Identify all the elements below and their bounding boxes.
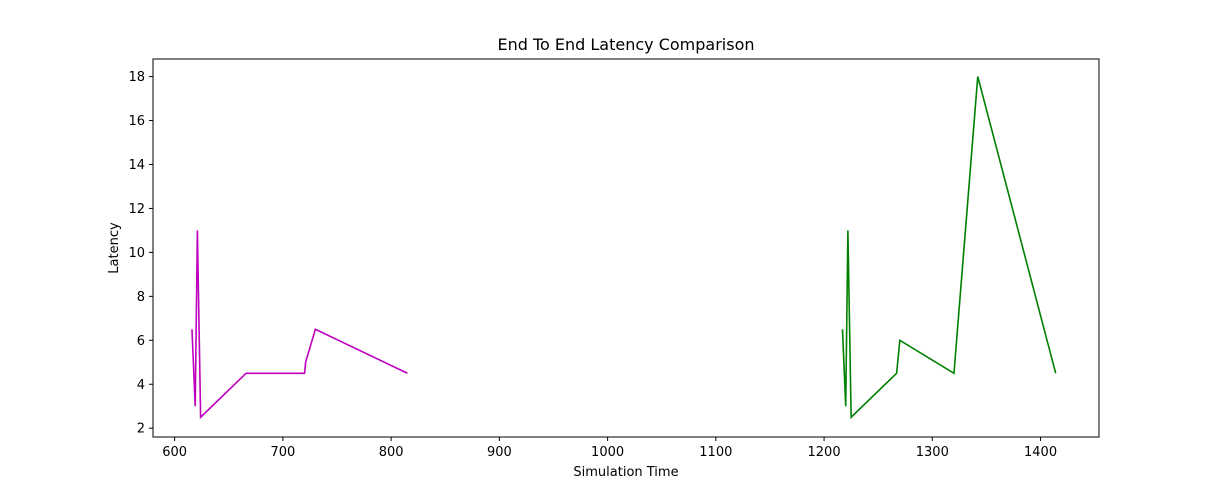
x-tick-label: 800 <box>379 445 404 460</box>
x-tick-label: 1300 <box>916 445 949 460</box>
x-tick-label: 1100 <box>699 445 732 460</box>
chart-title: End To End Latency Comparison <box>497 35 754 54</box>
y-tick-label: 16 <box>128 114 145 129</box>
series-line-1 <box>191 230 408 420</box>
y-tick-label: 8 <box>137 290 145 305</box>
x-tick-label: 1200 <box>808 445 841 460</box>
x-tick-label: 900 <box>487 445 512 460</box>
x-axis-title: Simulation Time <box>573 465 678 480</box>
y-tick-label: 6 <box>137 334 145 349</box>
plot-area: 600 700 800 900 1000 1100 1200 1300 1400 2 4 6 8 10 12… <box>128 58 1100 460</box>
x-tick-label: 1000 <box>591 445 624 460</box>
x-tick-label: 600 <box>162 445 187 460</box>
series-line-2 <box>841 76 1057 420</box>
y-tick-label: 4 <box>137 378 145 393</box>
x-tick-label: 1400 <box>1024 445 1057 460</box>
y-tick-label: 10 <box>128 246 145 261</box>
y-tick-label: 18 <box>128 70 145 85</box>
y-tick-label: 14 <box>128 158 145 173</box>
axes-frame <box>152 58 1100 438</box>
x-tick-label: 700 <box>270 445 295 460</box>
y-axis-title: Latency <box>107 222 122 274</box>
y-tick-label: 12 <box>128 202 145 217</box>
y-tick-label: 2 <box>137 422 145 437</box>
